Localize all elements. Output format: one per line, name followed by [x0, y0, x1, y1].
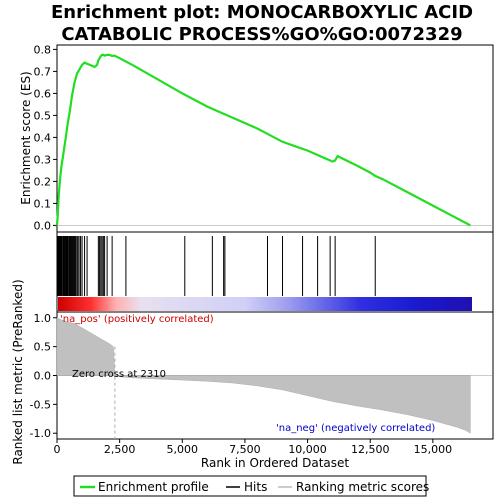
metric-y-tick-label: 0.5 [34, 341, 52, 354]
legend-box [73, 475, 427, 497]
x-axis-ticks: 0 2,500 5,000 7,500 10,000 12,500 15,000 [54, 439, 453, 456]
x-tick-label: 5,000 [167, 443, 199, 456]
es-y-tick-label: 0.5 [34, 109, 52, 122]
chart-title-line-1: Enrichment plot: MONOCARBOXYLIC ACID [51, 2, 473, 23]
x-tick-label: 0 [54, 443, 61, 456]
metric-y-tick-label: 1.0 [34, 312, 52, 325]
metric-y-tick-label: 0.0 [34, 370, 52, 383]
negative-annotation: 'na_neg' (negatively correlated) [276, 423, 435, 434]
metric-y-axis-label: Ranked list metric (PreRanked) [11, 279, 25, 464]
metric-y-tick-label: -1.0 [30, 427, 51, 440]
es-y-tick-label: 0.0 [34, 219, 52, 232]
x-tick-label: 15,000 [414, 443, 453, 456]
x-axis-label: Rank in Ordered Dataset [201, 456, 349, 470]
ranking-colorbar [58, 297, 472, 311]
legend-enrichment-label: Enrichment profile [98, 480, 209, 494]
es-y-tick-label: 0.1 [34, 197, 52, 210]
es-y-axis-ticks: 0.0 0.1 0.2 0.3 0.4 0.5 0.6 0.7 0.8 [34, 43, 57, 232]
hit-marks [56, 236, 376, 296]
x-tick-label: 7,500 [229, 443, 261, 456]
enrichment-profile-line [55, 53, 471, 227]
es-y-tick-label: 0.8 [34, 43, 52, 56]
zero-cross-annotation: Zero cross at 2310 [72, 369, 166, 380]
es-y-tick-label: 0.4 [34, 131, 52, 144]
x-tick-label: 2,500 [104, 443, 136, 456]
es-y-tick-label: 0.3 [34, 153, 52, 166]
positive-annotation: 'na_pos' (positively correlated) [60, 314, 214, 325]
x-tick-label: 10,000 [288, 443, 327, 456]
x-tick-label: 12,500 [351, 443, 390, 456]
legend-hits-label: Hits [244, 480, 267, 494]
es-y-axis-label: Enrichment score (ES) [19, 71, 33, 204]
es-y-tick-label: 0.7 [34, 65, 52, 78]
chart-title-line-2: CATABOLIC PROCESS%GO%GO:0072329 [61, 24, 462, 45]
es-y-tick-label: 0.2 [34, 175, 52, 188]
legend-ranking-label: Ranking metric scores [296, 480, 429, 494]
es-y-tick-label: 0.6 [34, 87, 52, 100]
metric-y-tick-label: -0.5 [30, 398, 51, 411]
metric-y-axis-ticks: 1.0 0.5 0.0 -0.5 -1.0 [30, 312, 57, 440]
